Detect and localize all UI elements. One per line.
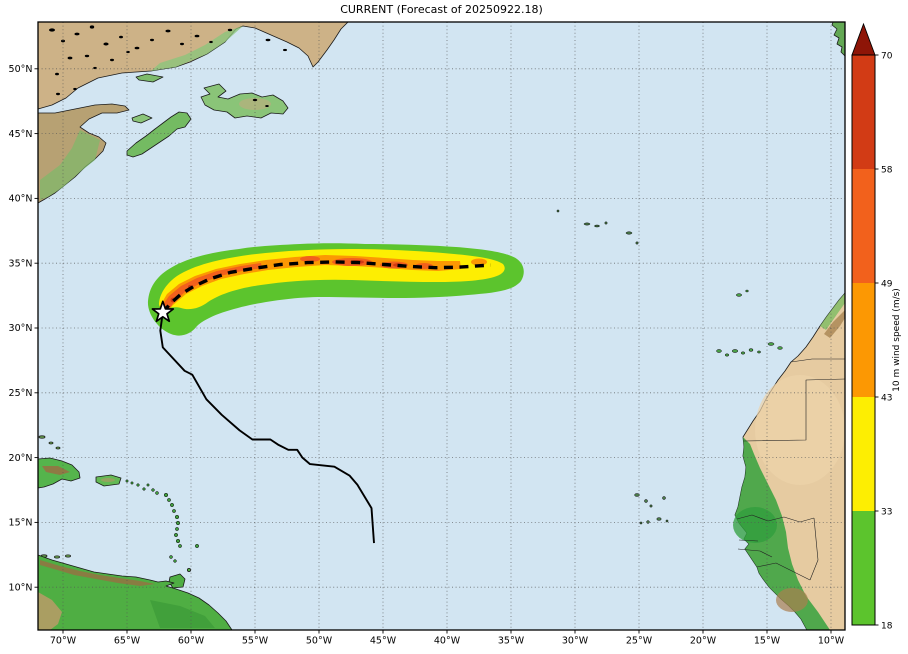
lat-tick-label: 15°N [9, 518, 33, 529]
axis-labels: 70°W 65°W 60°W 55°W 50°W 45°W 40°W 35°W 30°W 25°W… [9, 64, 845, 647]
swath-49ms-patch [300, 256, 320, 262]
colorbar-outline [851, 54, 876, 626]
land-venezuela-ridge [40, 560, 155, 586]
colorbar-segment [852, 55, 875, 169]
land-andes-tan [38, 592, 62, 630]
colorbar: 18 33 43 49 58 70 [851, 22, 893, 631]
land-maine-green [40, 130, 100, 200]
africa-country-borders [736, 358, 846, 581]
lon-tick-label: 55°W [242, 636, 269, 647]
land-atlas-ridge [824, 310, 845, 338]
lat-tick-label: 40°N [9, 194, 33, 205]
swath-orange-blob [471, 258, 487, 266]
canada-lakes [49, 25, 287, 107]
lat-tick-label: 45°N [9, 129, 33, 140]
lat-tick-label: 35°N [9, 258, 33, 269]
past-track-line [159, 312, 375, 544]
plot-title: CURRENT (Forecast of 20250922.18) [340, 3, 543, 16]
land-newfoundland-terrain [239, 98, 271, 110]
colorbar-tick-label: 33 [881, 507, 892, 517]
lon-tick-label: 20°W [690, 636, 717, 647]
lat-tick-label: 25°N [9, 388, 33, 399]
lat-tick-label: 50°N [9, 64, 33, 75]
lon-tick-label: 60°W [178, 636, 205, 647]
lon-tick-label: 30°W [562, 636, 589, 647]
land-africa-green-band [735, 437, 830, 630]
lat-tick-label: 30°N [9, 323, 33, 334]
forecast-track-dashed-line [161, 260, 491, 314]
map-border [37, 21, 846, 631]
land-guinea-highlands [776, 588, 808, 612]
lat-tick-label: 10°N [9, 582, 33, 593]
colorbar-tick-label: 49 [881, 279, 893, 289]
colorbar-segment [852, 283, 875, 397]
storm-tracks [151, 260, 491, 544]
land-morocco-green [820, 293, 845, 330]
land-nova-scotia [126, 111, 192, 158]
colorbar-segment [852, 169, 875, 283]
gridlines [38, 22, 845, 630]
colorbar-segment [852, 511, 875, 625]
colorbar-tick-label: 70 [881, 51, 893, 61]
land-pei [131, 113, 153, 124]
colorbar-axis-label: 10 m wind speed (m/s) [892, 288, 902, 392]
storm-position-star-icon [151, 300, 175, 323]
land-tobago [186, 568, 191, 573]
lon-tick-label: 70°W [50, 636, 77, 647]
lesser-antilles [125, 479, 199, 563]
colorbar-tick-label: 58 [881, 165, 893, 175]
cape-verde [634, 493, 669, 525]
colorbar-over-arrow [851, 22, 876, 56]
bahamas-specks [38, 435, 61, 450]
canary-islands [716, 342, 783, 357]
land-guyana-green [150, 600, 215, 628]
swath-band-49ms [162, 263, 262, 311]
land-canada-green-fringe [151, 26, 243, 71]
lon-tick-label: 10°W [818, 636, 845, 647]
lon-tick-label: 15°W [754, 636, 781, 647]
azores [556, 209, 639, 245]
lon-tick-label: 35°W [498, 636, 525, 647]
land-senegal-green [733, 507, 777, 543]
lon-tick-label: 25°W [626, 636, 653, 647]
landmasses [37, 21, 846, 631]
lon-tick-label: 50°W [306, 636, 333, 647]
madeira [736, 289, 749, 297]
lon-tick-label: 40°W [434, 636, 461, 647]
colorbar-tick-label: 18 [881, 621, 893, 631]
land-anticosti [135, 73, 164, 83]
lon-tick-label: 45°W [370, 636, 397, 647]
colorbar-segment [852, 397, 875, 511]
lat-tick-label: 20°N [9, 453, 33, 464]
land-sahara-light [755, 375, 845, 485]
lon-tick-label: 65°W [114, 636, 141, 647]
colorbar-tick-label: 43 [881, 393, 892, 403]
land-puerto-rico-terrain [101, 478, 115, 482]
